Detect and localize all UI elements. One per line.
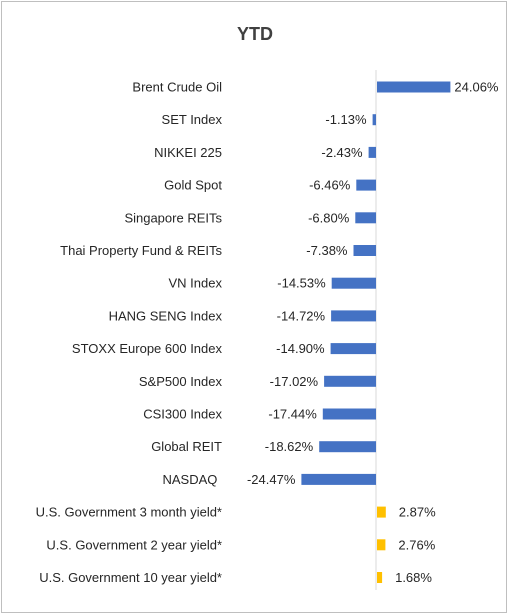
bar-global-reit (319, 441, 376, 453)
bar-stoxx-europe-600-index (330, 343, 376, 355)
category-label: HANG SENG Index (109, 308, 223, 323)
bar-u-s-government-2-year-yield (377, 539, 386, 551)
bar-hang-seng-index (331, 310, 376, 322)
category-label: STOXX Europe 600 Index (72, 341, 223, 356)
bar-u-s-government-10-year-yield (377, 572, 383, 583)
category-label: VN Index (169, 276, 223, 291)
category-label: Singapore REITs (124, 210, 222, 225)
category-label: Brent Crude Oil (132, 80, 222, 95)
value-label: -24.47% (247, 472, 296, 487)
bar-csi300-index (322, 408, 376, 420)
value-label: -2.43% (321, 145, 363, 160)
category-label: U.S. Government 3 month yield* (36, 505, 222, 520)
value-label: -14.90% (276, 341, 325, 356)
category-label: SET Index (162, 112, 223, 127)
category-label: Global REIT (151, 439, 222, 454)
bar-set-index (372, 114, 376, 126)
bars-group: Brent Crude Oil 24.06% SET Index -1.13% NIKK… (36, 80, 499, 586)
bar-thai-property-fund-reits (353, 245, 376, 256)
value-label: -6.80% (308, 210, 350, 225)
value-label: 2.87% (399, 505, 436, 520)
bar-nasdaq (301, 473, 376, 485)
value-label: -17.02% (270, 374, 319, 389)
value-label: -14.72% (277, 308, 326, 323)
bar-s-p500-index (324, 375, 376, 387)
category-label: U.S. Government 10 year yield* (39, 570, 222, 585)
value-label: -6.46% (309, 178, 351, 193)
value-label: -14.53% (277, 276, 326, 291)
bar-vn-index (331, 277, 376, 289)
value-label: -17.44% (268, 407, 317, 422)
category-label: Gold Spot (164, 178, 222, 193)
value-label: 2.76% (398, 537, 435, 552)
value-label: 24.06% (454, 80, 499, 95)
bar-brent-crude-oil (377, 81, 451, 93)
category-label: U.S. Government 2 year yield* (46, 537, 222, 552)
value-label: -7.38% (306, 243, 348, 258)
category-label: S&P500 Index (139, 374, 223, 389)
value-label: -1.13% (325, 112, 367, 127)
category-label: Thai Property Fund & REITs (60, 243, 222, 258)
chart-title: YTD (237, 24, 273, 44)
category-label: NASDAQ (162, 472, 217, 487)
category-label: CSI300 Index (143, 407, 222, 422)
bar-singapore-reits (355, 212, 376, 224)
value-label: 1.68% (395, 570, 432, 585)
category-label: NIKKEI 225 (154, 145, 222, 160)
bar-u-s-government-3-month-yield (377, 506, 386, 518)
bar-nikkei-225 (368, 146, 376, 158)
bar-gold-spot (356, 179, 376, 191)
value-label: -18.62% (265, 439, 314, 454)
